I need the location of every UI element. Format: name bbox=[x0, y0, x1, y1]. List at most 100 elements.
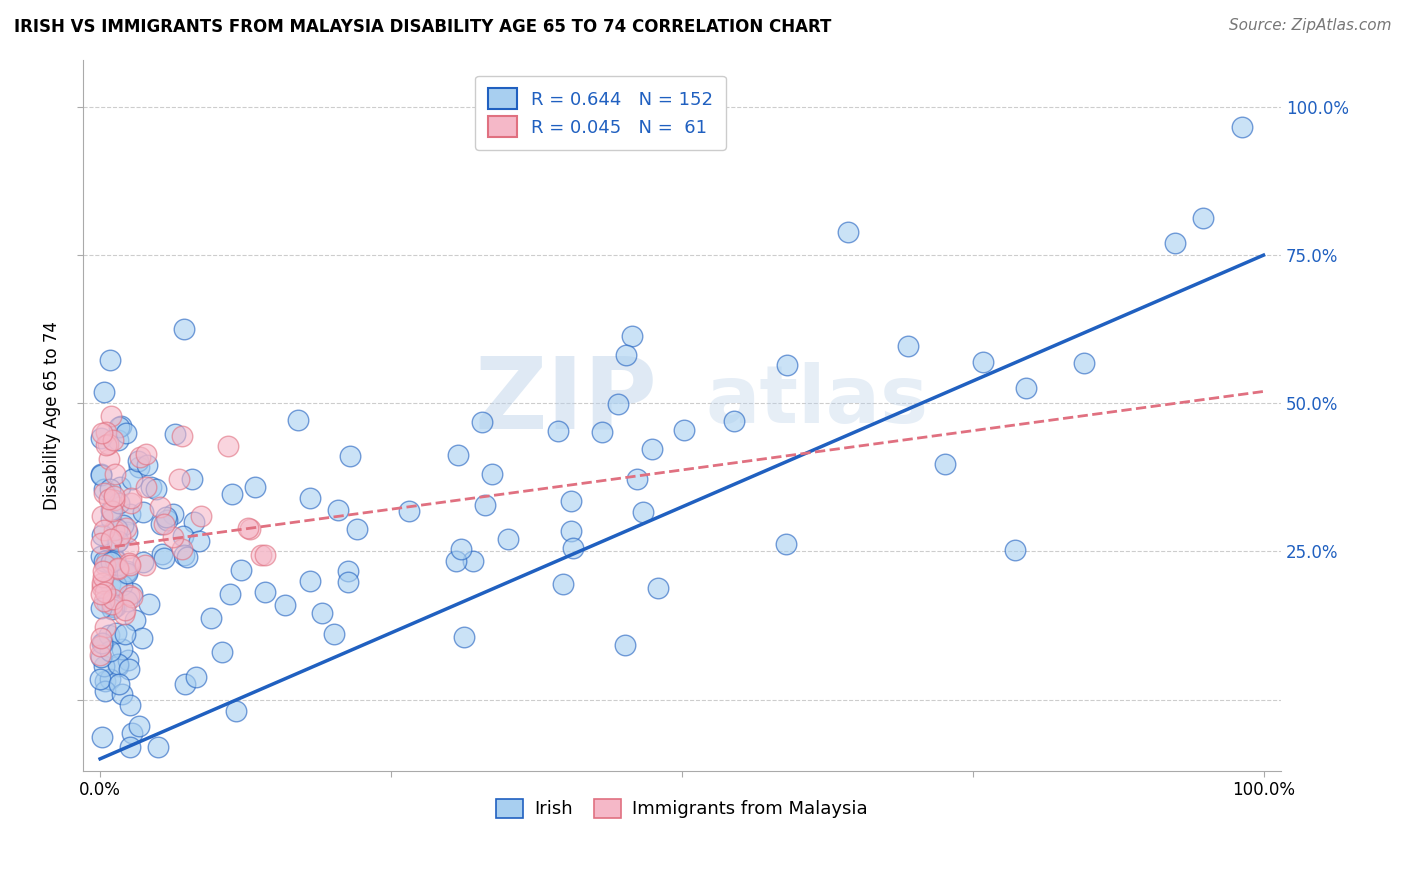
Point bbox=[98, 628, 121, 642]
Point bbox=[128, 719, 150, 733]
Point bbox=[94, 684, 117, 698]
Point bbox=[110, 418, 132, 433]
Point bbox=[111, 687, 134, 701]
Point bbox=[114, 521, 136, 535]
Point bbox=[98, 352, 121, 367]
Point bbox=[103, 492, 125, 507]
Point bbox=[647, 581, 669, 595]
Point bbox=[131, 555, 153, 569]
Point bbox=[108, 677, 131, 691]
Point bbox=[110, 641, 132, 656]
Point bbox=[188, 533, 211, 548]
Point bbox=[453, 630, 475, 644]
Point bbox=[1191, 211, 1213, 225]
Point bbox=[89, 672, 111, 686]
Point bbox=[1164, 235, 1187, 250]
Point bbox=[299, 574, 322, 589]
Point bbox=[127, 454, 149, 468]
Point bbox=[115, 425, 138, 440]
Point bbox=[183, 515, 205, 529]
Point bbox=[93, 385, 115, 400]
Point bbox=[101, 434, 124, 448]
Point bbox=[108, 528, 131, 542]
Point bbox=[165, 426, 187, 441]
Point bbox=[447, 448, 470, 462]
Point bbox=[152, 517, 174, 532]
Point bbox=[837, 226, 859, 240]
Point bbox=[100, 599, 122, 613]
Point bbox=[328, 502, 350, 516]
Point bbox=[631, 505, 654, 519]
Point bbox=[114, 627, 136, 641]
Point bbox=[90, 426, 112, 441]
Point bbox=[444, 554, 467, 568]
Point bbox=[298, 491, 321, 506]
Point bbox=[184, 669, 207, 683]
Point bbox=[450, 541, 472, 556]
Point bbox=[107, 534, 129, 549]
Point bbox=[173, 676, 195, 690]
Point bbox=[118, 589, 141, 603]
Point bbox=[90, 587, 112, 601]
Point bbox=[101, 591, 124, 606]
Point bbox=[591, 425, 613, 439]
Point bbox=[108, 480, 131, 494]
Point bbox=[339, 449, 361, 463]
Point bbox=[90, 650, 112, 665]
Point bbox=[190, 508, 212, 523]
Point bbox=[1015, 381, 1038, 395]
Point bbox=[104, 467, 127, 481]
Point bbox=[101, 601, 124, 615]
Point bbox=[94, 438, 117, 452]
Point bbox=[173, 322, 195, 336]
Point bbox=[560, 524, 582, 538]
Point bbox=[180, 472, 202, 486]
Point bbox=[118, 556, 141, 570]
Point bbox=[96, 425, 118, 439]
Y-axis label: Disability Age 65 to 74: Disability Age 65 to 74 bbox=[44, 321, 60, 509]
Point bbox=[104, 552, 127, 566]
Point bbox=[94, 673, 117, 688]
Point bbox=[117, 662, 139, 676]
Point bbox=[121, 586, 143, 600]
Point bbox=[94, 558, 117, 573]
Point bbox=[100, 409, 122, 423]
Point bbox=[121, 590, 143, 604]
Point bbox=[337, 574, 360, 589]
Point bbox=[131, 505, 153, 519]
Point bbox=[1230, 120, 1253, 134]
Point bbox=[89, 467, 111, 482]
Point bbox=[108, 496, 131, 510]
Point bbox=[723, 414, 745, 428]
Point bbox=[114, 602, 136, 616]
Point bbox=[496, 533, 519, 547]
Point bbox=[104, 577, 127, 591]
Point bbox=[481, 467, 503, 481]
Point bbox=[606, 397, 628, 411]
Point bbox=[103, 489, 125, 503]
Point bbox=[346, 522, 368, 536]
Point bbox=[120, 491, 142, 505]
Point bbox=[560, 494, 582, 508]
Point bbox=[176, 550, 198, 565]
Point bbox=[101, 503, 124, 517]
Point bbox=[167, 472, 190, 486]
Point bbox=[775, 537, 797, 551]
Text: atlas: atlas bbox=[706, 362, 929, 440]
Point bbox=[136, 458, 159, 472]
Point bbox=[162, 530, 184, 544]
Point bbox=[156, 512, 179, 526]
Point bbox=[626, 472, 648, 486]
Point bbox=[243, 480, 266, 494]
Point bbox=[94, 619, 117, 633]
Point bbox=[96, 553, 118, 567]
Point bbox=[287, 413, 309, 427]
Point bbox=[91, 564, 114, 578]
Point bbox=[547, 424, 569, 438]
Point bbox=[104, 552, 127, 566]
Point bbox=[114, 566, 136, 581]
Point bbox=[775, 358, 797, 372]
Point bbox=[153, 550, 176, 565]
Point bbox=[120, 495, 142, 509]
Point bbox=[107, 658, 129, 673]
